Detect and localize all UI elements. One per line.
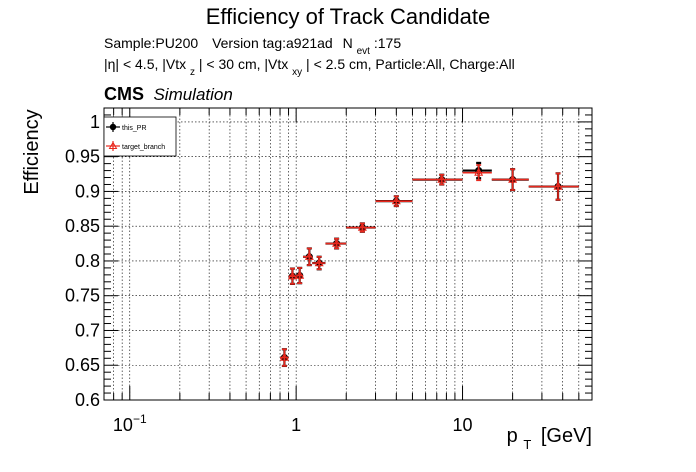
legend: this_PR target_branch [103,116,177,157]
y-tick-label: 0.7 [75,320,100,340]
cut-vtx-xy: | < 30 cm, |Vtx [199,56,288,72]
cut-vtx-z-sub: z [190,67,195,78]
legend-marker-this-pr [109,123,117,131]
y-tick-labels: 0.6 0.65 0.7 0.75 0.8 0.85 0.9 0.95 1 [65,112,100,410]
y-tick-label: 0.65 [65,355,100,375]
x-axis-label: p T [GeV] [507,425,592,454]
cut-eta-vtx: |η| < 4.5, |Vtx [104,56,186,72]
data-point-target-branch [287,271,297,280]
y-tick-label: 0.85 [65,216,100,236]
data-point-target-branch [295,270,305,279]
x-tick-label: 10 [453,415,473,435]
sample-info: Sample:PU200 Version tag:a921ad N evt :1… [104,35,401,57]
cut-vtx-xy-sub: xy [292,67,302,78]
data-point-target-branch [357,222,367,231]
legend-marker-target-branch [108,141,118,149]
x-axis-label-sub: T [523,437,531,452]
series-this-pr [280,161,579,368]
data-point-target-branch [553,181,563,190]
x-tick-labels: 10−1 1 10 [113,412,473,435]
simulation-label: Simulation [153,85,232,104]
y-tick-label: 0.8 [75,251,100,271]
series-target-branch [279,164,579,367]
cut-particle-charge: | < 2.5 cm, Particle:All, Charge:All [306,56,515,72]
data-point-target-branch [391,196,401,205]
nevt-value: :175 [374,35,401,51]
y-tick-label: 0.95 [65,147,100,167]
data-points [279,161,579,368]
data-point-target-branch [332,238,342,247]
chart-title: Efficiency of Track Candidate [206,4,491,29]
data-point-target-branch [437,174,447,183]
y-axis-label: Efficiency [21,109,43,194]
legend-box [103,116,177,157]
x-tick-label: 1 [291,415,301,435]
data-point-target-branch [474,167,484,176]
legend-label-this-pr: this_PR [122,125,147,132]
data-point-target-branch [508,174,518,183]
chart-header: Efficiency of Track Candidate Sample:PU2… [104,4,515,104]
grid-lines [103,108,593,401]
y-tick-label: 0.6 [75,390,100,410]
x-axis-label-unit: [GeV] [541,425,592,447]
nevt-subscript: evt [357,46,371,57]
y-tick-label: 0.9 [75,181,100,201]
legend-entry-target-branch: target_branch [106,141,165,151]
axis-ticks [103,107,593,401]
data-point-target-branch [314,257,324,267]
cms-label: CMS [104,84,144,104]
legend-entry-this-pr: this_PR [106,122,147,132]
y-tick-label: 1 [90,112,100,132]
legend-label-target-branch: target_branch [122,144,165,151]
data-point-target-branch [304,251,314,260]
y-tick-label: 0.75 [65,286,100,306]
sample-label: Sample:PU200 [104,35,198,51]
plot-frame [103,107,593,401]
selection-cuts: |η| < 4.5, |Vtx z | < 30 cm, |Vtx xy | <… [104,56,515,78]
data-point-target-branch [279,352,289,361]
version-label: Version tag:a921ad [212,35,333,51]
nevt-label: N [343,35,353,51]
x-axis-label-main: p [507,425,518,447]
x-tick-label: 10−1 [113,412,147,435]
cms-simulation-label: CMS Simulation [104,84,233,104]
